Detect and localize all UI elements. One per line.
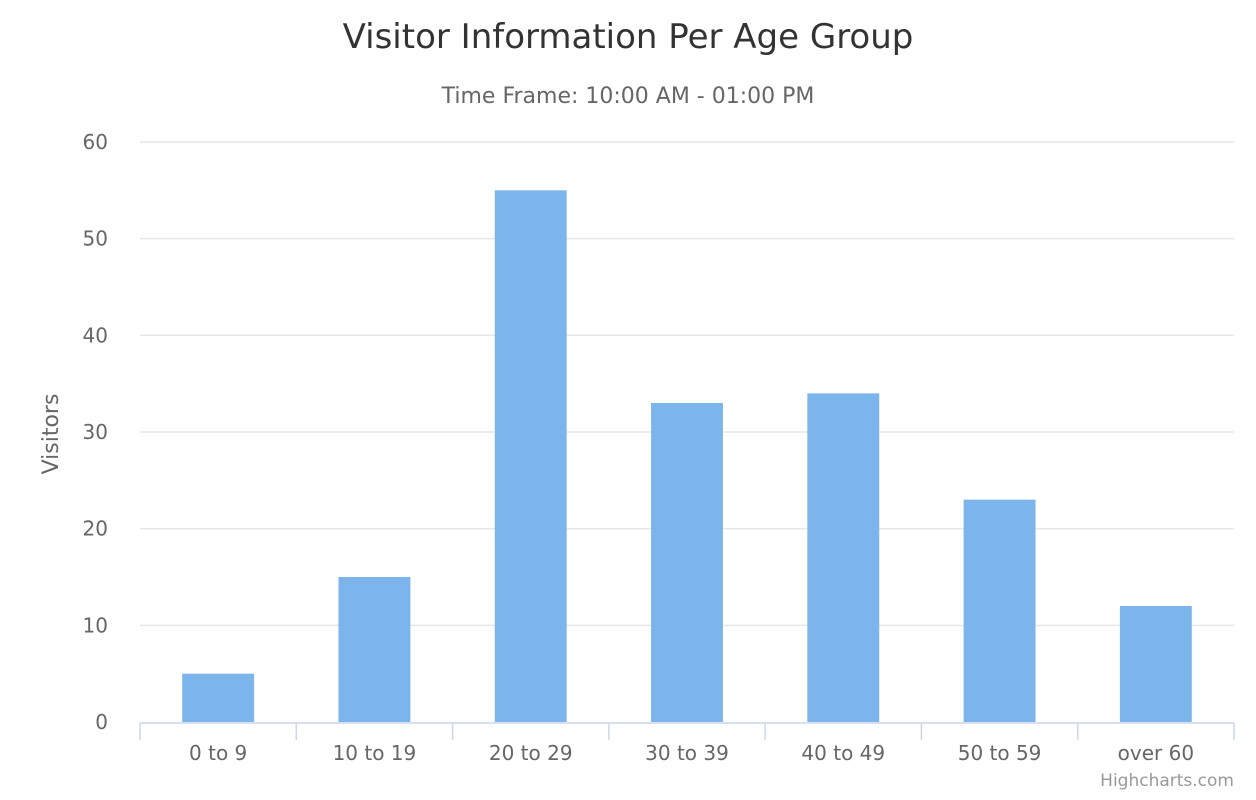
y-axis-ticks: 0 10 20 30 40 50 60 bbox=[83, 130, 108, 734]
bar[interactable] bbox=[338, 577, 411, 722]
y-tick-label: 60 bbox=[83, 130, 108, 154]
x-tick-label: 30 to 39 bbox=[645, 741, 729, 765]
bar[interactable] bbox=[807, 393, 880, 722]
y-tick-label: 40 bbox=[83, 323, 108, 347]
bar[interactable] bbox=[494, 190, 567, 723]
y-axis-title: Visitors bbox=[39, 394, 64, 475]
y-tick-label: 20 bbox=[83, 517, 108, 541]
bar[interactable] bbox=[182, 673, 255, 722]
bar[interactable] bbox=[963, 499, 1036, 722]
bar[interactable] bbox=[1119, 606, 1192, 722]
x-axis bbox=[139, 722, 1235, 740]
x-tick-label: 0 to 9 bbox=[189, 741, 247, 765]
y-tick-label: 10 bbox=[83, 613, 108, 637]
y-tick-label: 50 bbox=[83, 227, 108, 251]
x-tick-label: 40 to 49 bbox=[801, 741, 885, 765]
x-tick-label: 50 to 59 bbox=[958, 741, 1042, 765]
chart-title: Visitor Information Per Age Group bbox=[343, 17, 914, 57]
bar[interactable] bbox=[651, 403, 723, 722]
credits-link[interactable]: Highcharts.com bbox=[1100, 771, 1234, 791]
x-tick-label: 10 to 19 bbox=[333, 741, 417, 765]
y-tick-label: 30 bbox=[83, 420, 108, 444]
x-tick-label: 20 to 29 bbox=[489, 741, 573, 765]
x-axis-ticks: 0 to 9 10 to 19 20 to 29 30 to 39 40 to 49 50… bbox=[189, 741, 1194, 765]
x-tick-label: over 60 bbox=[1118, 741, 1194, 765]
chart-subtitle: Time Frame: 10:00 AM - 01:00 PM bbox=[441, 84, 815, 109]
bars bbox=[182, 190, 1192, 723]
y-tick-label: 0 bbox=[95, 710, 108, 734]
